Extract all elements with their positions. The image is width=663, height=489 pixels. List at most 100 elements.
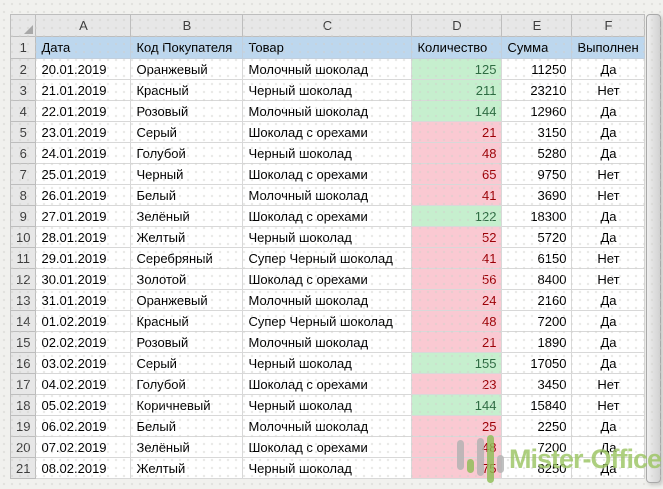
cell-quantity[interactable]: 48: [411, 310, 503, 332]
row-header-9[interactable]: 9: [9, 205, 37, 227]
cell-completed[interactable]: Да: [571, 58, 646, 80]
cell-quantity[interactable]: 155: [411, 352, 503, 374]
cell-product[interactable]: Черный шоколад: [242, 226, 413, 248]
cell-buyer-code[interactable]: Золотой: [130, 268, 244, 290]
cell-product[interactable]: Молочный шоколад: [242, 415, 413, 437]
cell-buyer-code[interactable]: Зелёный: [130, 205, 244, 227]
cell-date[interactable]: 22.01.2019: [35, 100, 132, 122]
cell-product[interactable]: Черный шоколад: [242, 457, 413, 479]
cell-completed[interactable]: Нет: [571, 79, 646, 101]
row-header-14[interactable]: 14: [9, 310, 37, 332]
cell-buyer-code[interactable]: Серый: [130, 352, 244, 374]
cell-date[interactable]: 28.01.2019: [35, 226, 132, 248]
row-header-7[interactable]: 7: [9, 163, 37, 185]
cell-sum[interactable]: 1890: [501, 331, 573, 353]
cell-completed[interactable]: Нет: [571, 394, 646, 416]
cell-sum[interactable]: 2250: [501, 415, 573, 437]
cell-quantity[interactable]: 25: [411, 415, 503, 437]
column-header-C[interactable]: C: [242, 14, 413, 37]
cell-quantity[interactable]: 65: [411, 163, 503, 185]
cell-product[interactable]: Супер Черный шоколад: [242, 310, 413, 332]
cell-product[interactable]: Черный шоколад: [242, 142, 413, 164]
cell-completed[interactable]: Да: [571, 142, 646, 164]
cell-sum[interactable]: 23210: [501, 79, 573, 101]
cell-buyer-code[interactable]: Белый: [130, 184, 244, 206]
cell-completed[interactable]: Нет: [571, 184, 646, 206]
cell-date[interactable]: 08.02.2019: [35, 457, 132, 479]
cell-product[interactable]: Шоколад с орехами: [242, 205, 413, 227]
cell-date[interactable]: 20.01.2019: [35, 58, 132, 80]
row-header-17[interactable]: 17: [9, 373, 37, 395]
row-header-20[interactable]: 20: [9, 436, 37, 458]
cell-buyer-code[interactable]: Белый: [130, 415, 244, 437]
cell-date[interactable]: 25.01.2019: [35, 163, 132, 185]
cell-buyer-code[interactable]: Красный: [130, 79, 244, 101]
cell-sum[interactable]: 11250: [501, 58, 573, 80]
cell-sum[interactable]: 6150: [501, 247, 573, 269]
cell-product[interactable]: Молочный шоколад: [242, 100, 413, 122]
cell-buyer-code[interactable]: Красный: [130, 310, 244, 332]
cell-sum[interactable]: 5720: [501, 226, 573, 248]
cell-product[interactable]: Супер Черный шоколад: [242, 247, 413, 269]
cell-product[interactable]: Шоколад с орехами: [242, 163, 413, 185]
row-header-6[interactable]: 6: [9, 142, 37, 164]
cell-quantity[interactable]: 41: [411, 247, 503, 269]
cell-product[interactable]: Черный шоколад: [242, 394, 413, 416]
cell-date[interactable]: 06.02.2019: [35, 415, 132, 437]
row-header-1[interactable]: 1: [9, 36, 37, 59]
header-cell-date[interactable]: Дата: [35, 36, 132, 59]
cell-buyer-code[interactable]: Коричневый: [130, 394, 244, 416]
column-header-A[interactable]: A: [35, 14, 132, 37]
cell-buyer-code[interactable]: Голубой: [130, 373, 244, 395]
cell-buyer-code[interactable]: Серебряный: [130, 247, 244, 269]
cell-quantity[interactable]: 122: [411, 205, 503, 227]
row-header-2[interactable]: 2: [9, 58, 37, 80]
cell-sum[interactable]: 3690: [501, 184, 573, 206]
cell-product[interactable]: Молочный шоколад: [242, 184, 413, 206]
cell-product[interactable]: Молочный шоколад: [242, 289, 413, 311]
cell-date[interactable]: 30.01.2019: [35, 268, 132, 290]
cell-date[interactable]: 21.01.2019: [35, 79, 132, 101]
cell-date[interactable]: 29.01.2019: [35, 247, 132, 269]
cell-product[interactable]: Шоколад с орехами: [242, 373, 413, 395]
select-all-corner[interactable]: [9, 14, 37, 37]
cell-sum[interactable]: 8400: [501, 268, 573, 290]
cell-buyer-code[interactable]: Оранжевый: [130, 289, 244, 311]
column-header-E[interactable]: E: [501, 14, 573, 37]
cell-completed[interactable]: Нет: [571, 268, 646, 290]
cell-completed[interactable]: Да: [571, 436, 646, 458]
cell-product[interactable]: Черный шоколад: [242, 79, 413, 101]
header-cell-sum[interactable]: Сумма: [501, 36, 573, 59]
cell-date[interactable]: 26.01.2019: [35, 184, 132, 206]
cell-product[interactable]: Шоколад с орехами: [242, 268, 413, 290]
cell-buyer-code[interactable]: Розовый: [130, 331, 244, 353]
cell-sum[interactable]: 18300: [501, 205, 573, 227]
cell-quantity[interactable]: 144: [411, 100, 503, 122]
row-header-19[interactable]: 19: [9, 415, 37, 437]
cell-buyer-code[interactable]: Желтый: [130, 226, 244, 248]
row-header-5[interactable]: 5: [9, 121, 37, 143]
cell-product[interactable]: Молочный шоколад: [242, 58, 413, 80]
cell-date[interactable]: 02.02.2019: [35, 331, 132, 353]
cell-quantity[interactable]: 48: [411, 142, 503, 164]
row-header-16[interactable]: 16: [9, 352, 37, 374]
row-header-11[interactable]: 11: [9, 247, 37, 269]
cell-quantity[interactable]: 211: [411, 79, 503, 101]
cell-sum[interactable]: 12960: [501, 100, 573, 122]
cell-completed[interactable]: Нет: [571, 247, 646, 269]
row-header-15[interactable]: 15: [9, 331, 37, 353]
cell-product[interactable]: Черный шоколад: [242, 352, 413, 374]
cell-sum[interactable]: 5280: [501, 142, 573, 164]
cell-product[interactable]: Шоколад с орехами: [242, 436, 413, 458]
header-cell-completed[interactable]: Выполнен: [571, 36, 646, 59]
cell-quantity[interactable]: 144: [411, 394, 503, 416]
cell-product[interactable]: Молочный шоколад: [242, 331, 413, 353]
cell-completed[interactable]: Нет: [571, 163, 646, 185]
cell-quantity[interactable]: 24: [411, 289, 503, 311]
cell-completed[interactable]: Да: [571, 100, 646, 122]
header-cell-product[interactable]: Товар: [242, 36, 413, 59]
column-header-B[interactable]: B: [130, 14, 244, 37]
cell-date[interactable]: 31.01.2019: [35, 289, 132, 311]
cell-buyer-code[interactable]: Зелёный: [130, 436, 244, 458]
cell-completed[interactable]: Да: [571, 121, 646, 143]
